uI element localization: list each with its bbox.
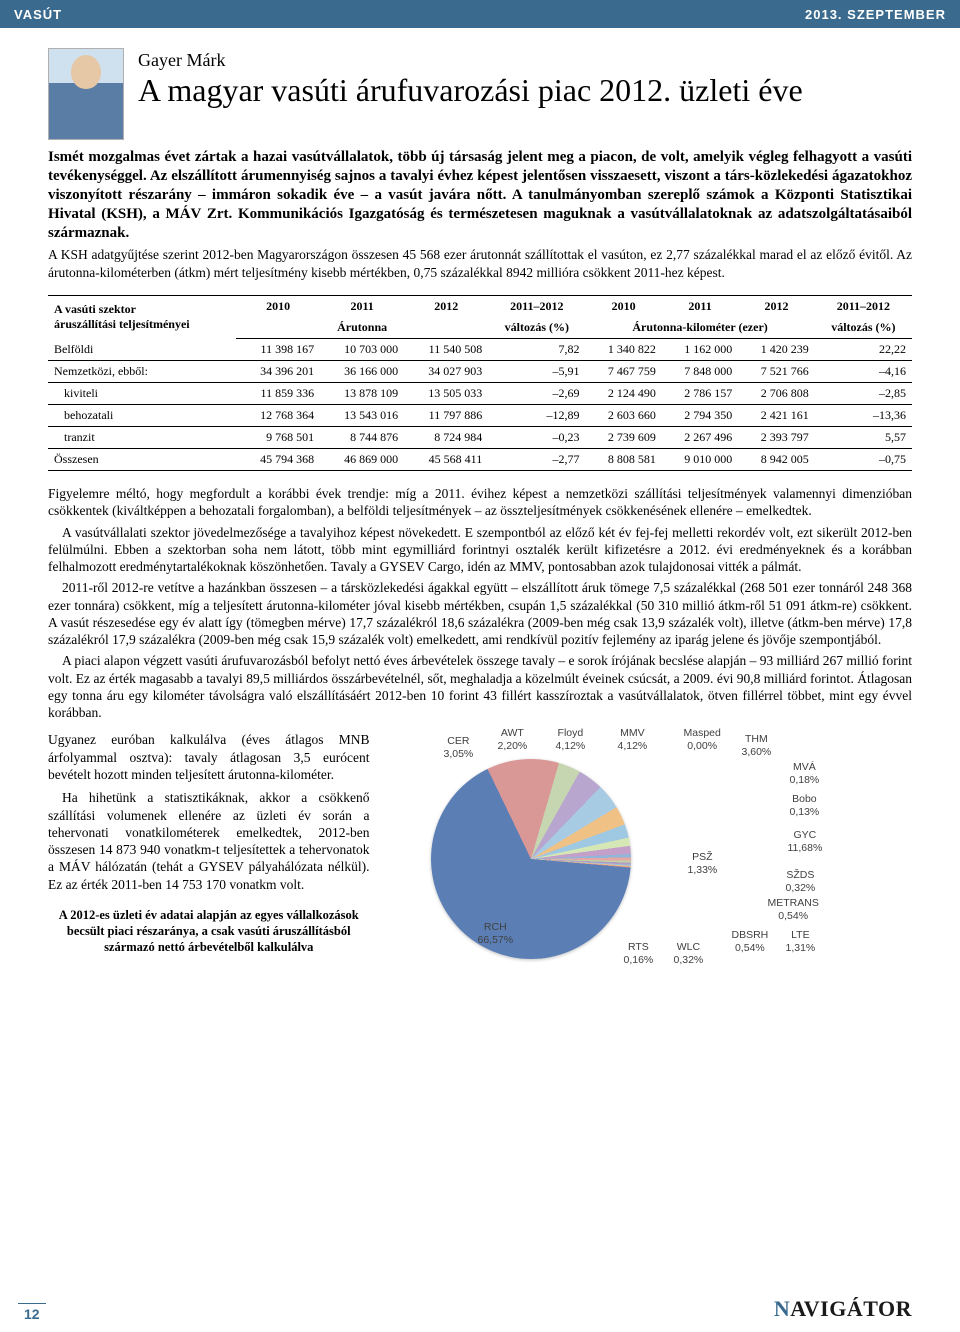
- pie-label: MMV4,12%: [617, 727, 647, 751]
- pie-label: RCH66,57%: [477, 921, 513, 945]
- pie-label: Bobo0,13%: [789, 793, 819, 817]
- pie-label: LTE1,31%: [785, 929, 815, 953]
- body-paragraph: A vasútvállalati szektor jövedelmezősége…: [48, 524, 912, 576]
- pie-label: METRANS0,54%: [767, 897, 818, 921]
- author-portrait: [48, 48, 124, 140]
- section-label: VASÚT: [14, 7, 62, 22]
- header-bar: VASÚT 2013. SZEPTEMBER: [0, 0, 960, 28]
- left-col-paragraph: Ha hihetünk a statisztikáknak, akkor a c…: [48, 789, 369, 893]
- pie-label: THM3,60%: [741, 733, 771, 757]
- body-paragraph: A piaci alapon végzett vasúti árufuvaroz…: [48, 652, 912, 721]
- brand-logo: NAVIGÁTOR: [774, 1296, 912, 1322]
- lead-paragraph: Ismét mozgalmas évet zártak a hazai vasú…: [48, 148, 912, 242]
- author-name: Gayer Márk: [138, 50, 912, 71]
- pie-label: Floyd4,12%: [555, 727, 585, 751]
- pie-label: RTS0,16%: [623, 941, 653, 965]
- pie-label: DBSRH0,54%: [731, 929, 768, 953]
- pie-label: GYC11,68%: [787, 829, 822, 853]
- brand-rest: AVIGÁTOR: [790, 1296, 912, 1321]
- body-paragraph: Figyelemre méltó, hogy megfordult a korá…: [48, 485, 912, 520]
- table-body: Belföldi11 398 16710 703 00011 540 5087,…: [48, 338, 912, 470]
- pie-label: CER3,05%: [443, 735, 473, 759]
- issue-date: 2013. SZEPTEMBER: [805, 7, 946, 22]
- pie-chart: CER3,05%AWT2,20%Floyd4,12%MMV4,12%Masped…: [387, 731, 912, 961]
- pie-label: PSŽ1,33%: [687, 851, 717, 875]
- pie-label: Masped0,00%: [683, 727, 720, 751]
- pie-disc: [431, 759, 631, 959]
- pie-label: AWT2,20%: [497, 727, 527, 751]
- article-title: A magyar vasúti árufuvarozási piac 2012.…: [138, 73, 912, 109]
- intro-paragraph: A KSH adatgyűjtése szerint 2012-ben Magy…: [48, 246, 912, 281]
- left-column-text: Ugyanez euróban kalkulálva (éves átlagos…: [48, 731, 369, 892]
- pie-label: WLC0,32%: [673, 941, 703, 965]
- pie-label: SŽDS0,32%: [785, 869, 815, 893]
- footer: 12 NAVIGÁTOR: [0, 1296, 960, 1322]
- pie-label: MVÁ0,18%: [789, 761, 819, 785]
- left-col-paragraph: Ugyanez euróban kalkulálva (éves átlagos…: [48, 731, 369, 783]
- table-head: A vasúti szektor áruszállítási teljesítm…: [48, 295, 912, 338]
- page-number: 12: [18, 1303, 46, 1322]
- body-text: Figyelemre méltó, hogy megfordult a korá…: [48, 485, 912, 721]
- body-paragraph: 2011-ről 2012-re vetítve a hazánkban öss…: [48, 579, 912, 648]
- chart-caption: A 2012-es üzleti év adatai alapján az eg…: [48, 907, 369, 956]
- brand-accent: N: [774, 1296, 790, 1321]
- performance-table: A vasúti szektor áruszállítási teljesítm…: [48, 295, 912, 471]
